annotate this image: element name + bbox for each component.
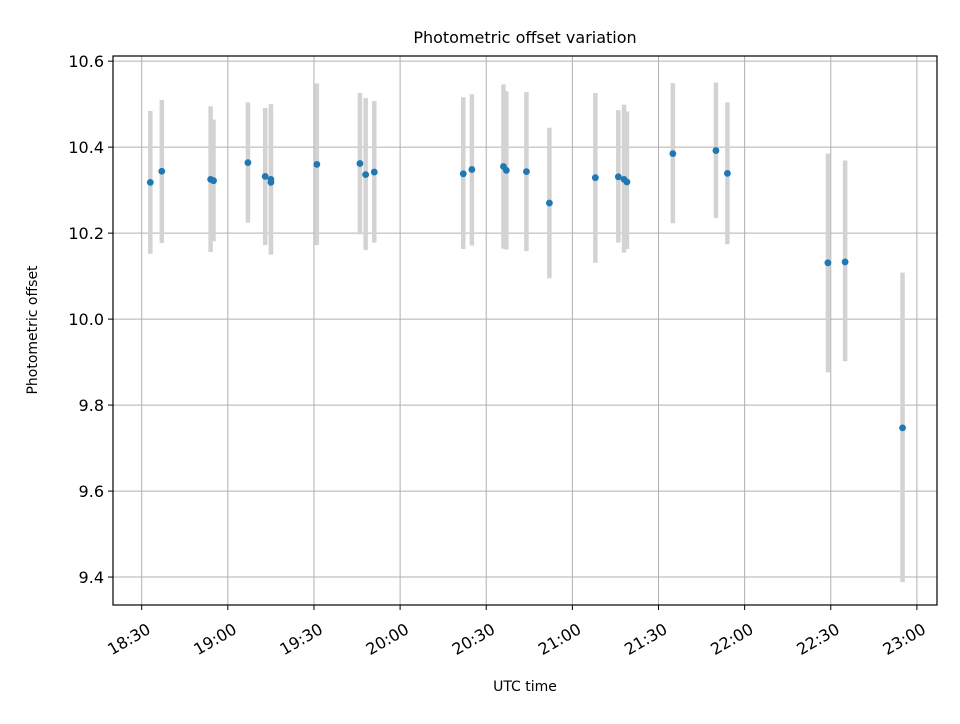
chart-title: Photometric offset variation	[413, 28, 636, 47]
data-point	[899, 424, 906, 432]
y-tick-label: 10.6	[68, 52, 104, 71]
data-point	[841, 258, 849, 266]
y-tick-label: 9.8	[79, 396, 104, 415]
point-layer	[146, 147, 906, 432]
data-point	[261, 172, 269, 180]
data-point	[158, 167, 166, 175]
data-point	[523, 168, 530, 176]
y-tick-label: 10.0	[68, 310, 104, 329]
data-point	[362, 171, 370, 179]
data-point	[313, 160, 321, 168]
data-point	[591, 174, 599, 182]
data-point	[370, 168, 378, 176]
y-tick-label: 9.6	[79, 482, 104, 501]
data-point	[724, 169, 731, 177]
data-point	[614, 173, 622, 181]
data-point	[468, 166, 476, 173]
data-point	[267, 178, 275, 186]
data-point	[244, 159, 252, 167]
data-point	[356, 160, 364, 167]
data-point	[712, 147, 720, 154]
y-tick-label: 9.4	[79, 568, 104, 587]
data-point	[824, 259, 832, 267]
data-point	[546, 199, 553, 207]
data-point	[623, 178, 631, 186]
data-point	[146, 178, 154, 186]
x-axis-label: UTC time	[493, 679, 557, 695]
y-tick-label: 10.2	[68, 224, 104, 243]
plot-frame	[112, 55, 938, 606]
data-point	[210, 177, 217, 185]
data-point	[669, 150, 677, 157]
y-axis-label: Photometric offset	[25, 265, 41, 395]
data-point	[459, 170, 467, 178]
data-point	[502, 166, 510, 174]
y-tick-label: 10.4	[68, 138, 104, 157]
